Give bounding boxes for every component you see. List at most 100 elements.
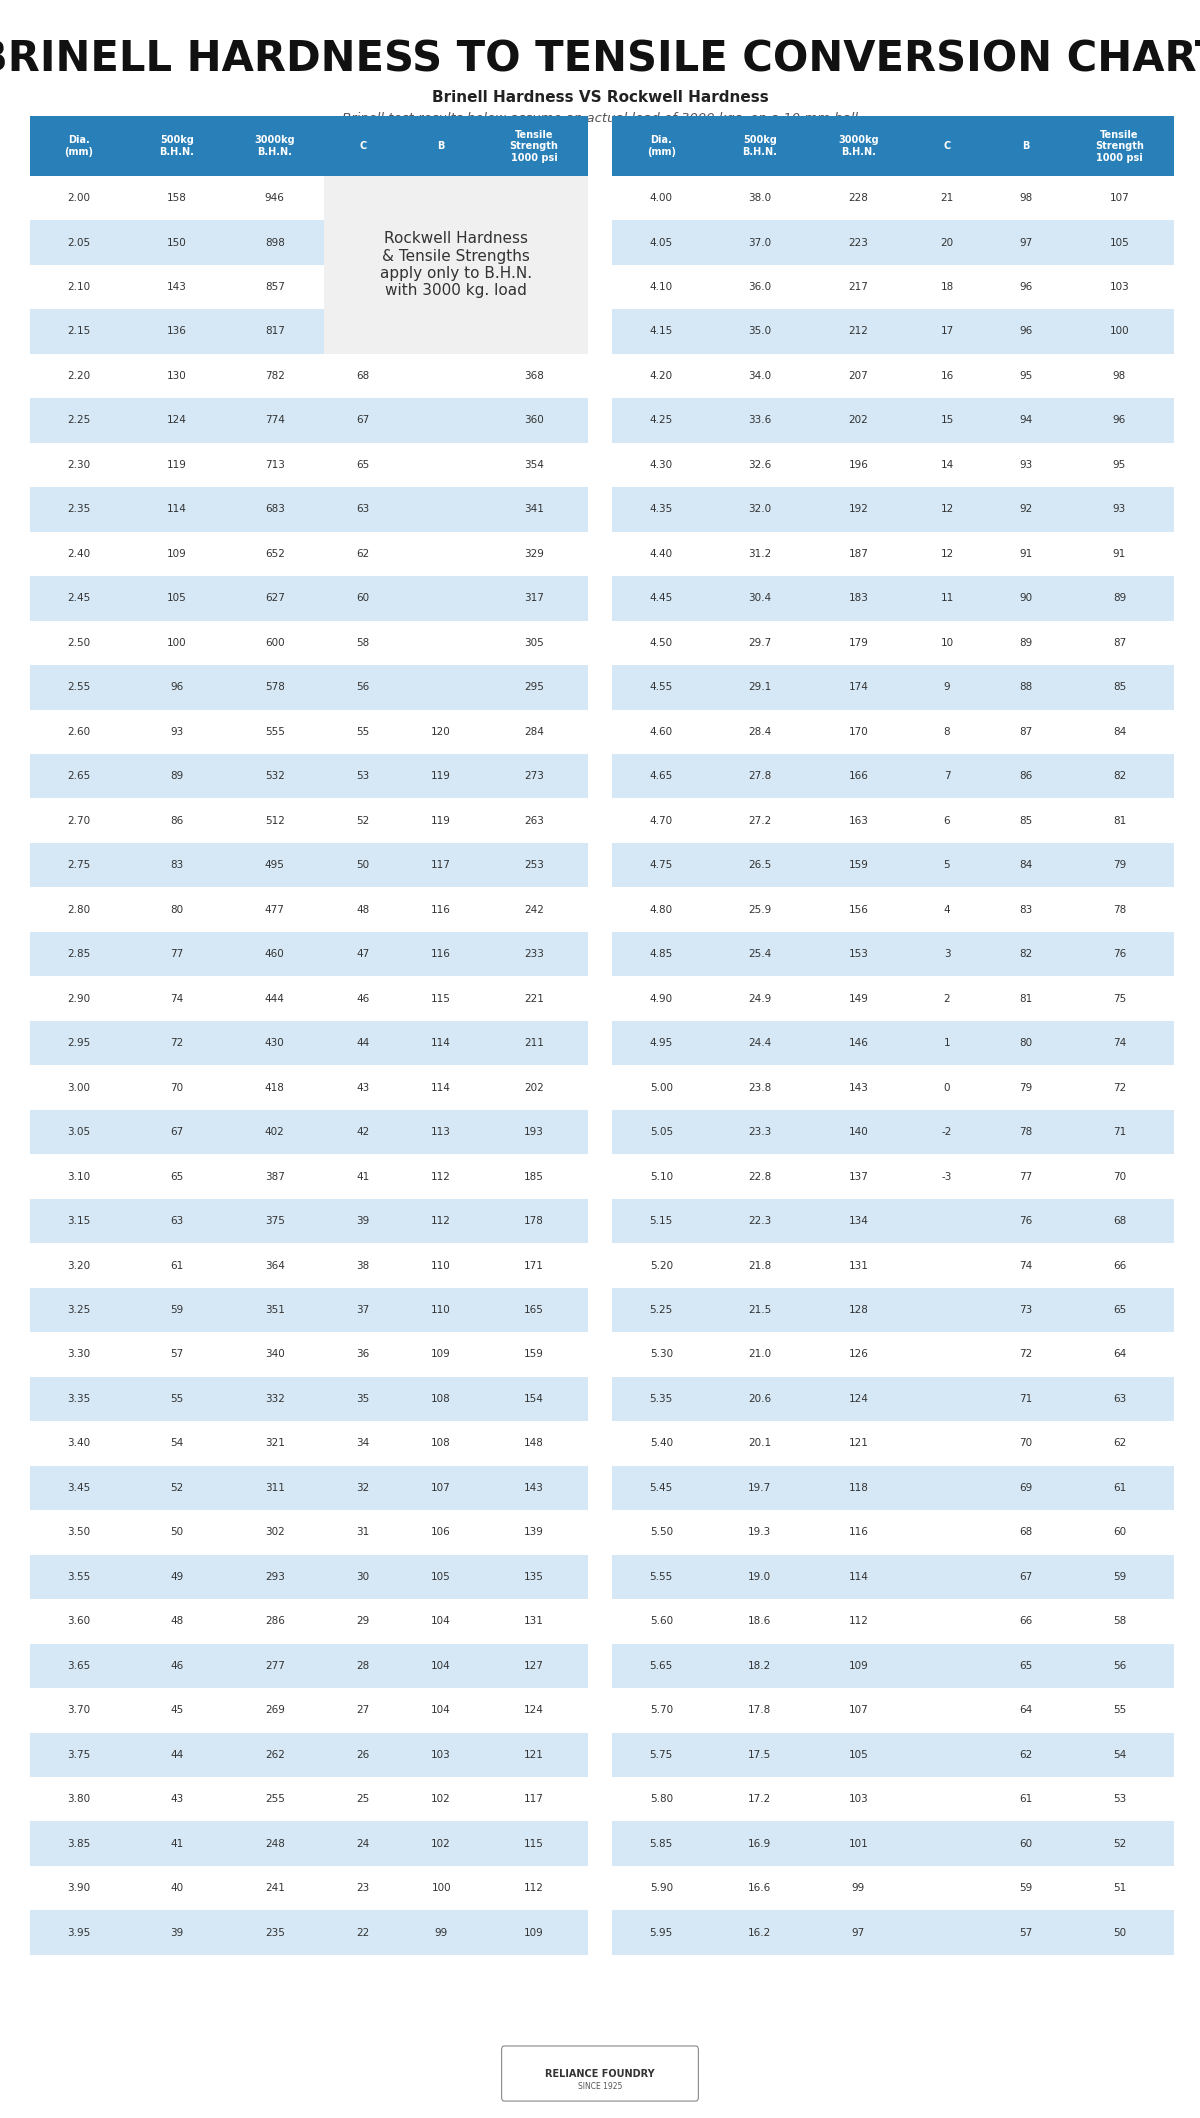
Text: 713: 713 bbox=[265, 460, 284, 470]
Text: 16: 16 bbox=[941, 371, 954, 381]
Text: 5.70: 5.70 bbox=[649, 1705, 673, 1716]
Text: 71: 71 bbox=[1112, 1127, 1126, 1137]
Text: 196: 196 bbox=[848, 460, 869, 470]
Text: 82: 82 bbox=[1112, 771, 1126, 782]
Text: 83: 83 bbox=[170, 860, 184, 870]
FancyBboxPatch shape bbox=[30, 1733, 588, 1777]
Text: 39: 39 bbox=[170, 1927, 184, 1938]
Text: 85: 85 bbox=[1019, 815, 1032, 826]
Text: 329: 329 bbox=[524, 549, 544, 559]
Text: 75: 75 bbox=[1112, 993, 1126, 1004]
Text: 460: 460 bbox=[265, 949, 284, 959]
Text: 4.35: 4.35 bbox=[649, 504, 673, 515]
Text: 179: 179 bbox=[848, 638, 869, 648]
Text: 57: 57 bbox=[170, 1349, 184, 1360]
Text: 207: 207 bbox=[848, 371, 868, 381]
Text: 16.2: 16.2 bbox=[748, 1927, 772, 1938]
FancyBboxPatch shape bbox=[612, 1821, 1174, 1866]
Text: 67: 67 bbox=[170, 1127, 184, 1137]
Text: 79: 79 bbox=[1019, 1082, 1032, 1093]
Text: 32: 32 bbox=[356, 1483, 370, 1493]
Text: 67: 67 bbox=[1019, 1572, 1032, 1582]
Text: Dia.
(mm): Dia. (mm) bbox=[647, 136, 676, 157]
FancyBboxPatch shape bbox=[612, 798, 1174, 843]
Text: 4.55: 4.55 bbox=[649, 682, 673, 693]
Text: 62: 62 bbox=[356, 549, 370, 559]
Text: 293: 293 bbox=[265, 1572, 284, 1582]
Text: 2.65: 2.65 bbox=[67, 771, 90, 782]
FancyBboxPatch shape bbox=[612, 932, 1174, 976]
Text: 90: 90 bbox=[1019, 593, 1032, 604]
Text: 2.30: 2.30 bbox=[67, 460, 90, 470]
Text: 120: 120 bbox=[431, 726, 451, 737]
Text: 21.0: 21.0 bbox=[749, 1349, 772, 1360]
Text: 20: 20 bbox=[941, 237, 954, 248]
Text: 96: 96 bbox=[1112, 415, 1126, 426]
Text: 68: 68 bbox=[1112, 1216, 1126, 1226]
Text: 105: 105 bbox=[167, 593, 187, 604]
FancyBboxPatch shape bbox=[612, 843, 1174, 887]
Text: 114: 114 bbox=[167, 504, 187, 515]
Text: 131: 131 bbox=[848, 1260, 869, 1271]
Text: 18: 18 bbox=[941, 282, 954, 292]
Text: 4.95: 4.95 bbox=[649, 1038, 673, 1048]
FancyBboxPatch shape bbox=[612, 1599, 1174, 1644]
Text: 898: 898 bbox=[265, 237, 284, 248]
Text: 65: 65 bbox=[170, 1171, 184, 1182]
Text: Dia.
(mm): Dia. (mm) bbox=[65, 136, 94, 157]
Text: 10: 10 bbox=[941, 638, 954, 648]
Text: 97: 97 bbox=[1019, 237, 1032, 248]
Text: 115: 115 bbox=[431, 993, 451, 1004]
Text: 317: 317 bbox=[524, 593, 544, 604]
FancyBboxPatch shape bbox=[612, 665, 1174, 710]
Text: 44: 44 bbox=[170, 1749, 184, 1760]
Text: 107: 107 bbox=[848, 1705, 868, 1716]
Text: 98: 98 bbox=[1112, 371, 1126, 381]
FancyBboxPatch shape bbox=[30, 798, 588, 843]
Text: 124: 124 bbox=[524, 1705, 544, 1716]
Text: 178: 178 bbox=[524, 1216, 544, 1226]
Text: 89: 89 bbox=[1112, 593, 1126, 604]
Text: 43: 43 bbox=[356, 1082, 370, 1093]
Text: 107: 107 bbox=[1110, 193, 1129, 203]
Text: 171: 171 bbox=[524, 1260, 544, 1271]
Text: 63: 63 bbox=[1112, 1394, 1126, 1404]
FancyBboxPatch shape bbox=[30, 1866, 588, 1910]
Text: 263: 263 bbox=[524, 815, 544, 826]
Text: 100: 100 bbox=[1110, 326, 1129, 337]
FancyBboxPatch shape bbox=[30, 1199, 588, 1243]
Text: 2.80: 2.80 bbox=[67, 904, 90, 915]
Text: RELIANCE FOUNDRY: RELIANCE FOUNDRY bbox=[545, 2069, 655, 2078]
Text: 101: 101 bbox=[848, 1838, 868, 1849]
Text: 73: 73 bbox=[1019, 1305, 1032, 1315]
Text: 368: 368 bbox=[524, 371, 544, 381]
Text: 78: 78 bbox=[1019, 1127, 1032, 1137]
Text: B: B bbox=[438, 142, 445, 150]
Text: 91: 91 bbox=[1112, 549, 1126, 559]
FancyBboxPatch shape bbox=[30, 532, 588, 576]
Text: 5.15: 5.15 bbox=[649, 1216, 673, 1226]
Text: 34: 34 bbox=[356, 1438, 370, 1449]
Text: 782: 782 bbox=[265, 371, 284, 381]
Text: 3: 3 bbox=[943, 949, 950, 959]
Text: 106: 106 bbox=[431, 1527, 451, 1538]
Text: 22.8: 22.8 bbox=[748, 1171, 772, 1182]
Text: 74: 74 bbox=[170, 993, 184, 1004]
Text: 174: 174 bbox=[848, 682, 869, 693]
Text: 2.40: 2.40 bbox=[67, 549, 90, 559]
Text: 2.75: 2.75 bbox=[67, 860, 90, 870]
Text: 93: 93 bbox=[1019, 460, 1032, 470]
Text: 183: 183 bbox=[848, 593, 869, 604]
Text: 104: 104 bbox=[431, 1661, 451, 1671]
Text: 150: 150 bbox=[167, 237, 187, 248]
FancyBboxPatch shape bbox=[30, 621, 588, 665]
Text: 5.30: 5.30 bbox=[649, 1349, 673, 1360]
Text: 36.0: 36.0 bbox=[749, 282, 772, 292]
FancyBboxPatch shape bbox=[30, 1466, 588, 1510]
Text: 277: 277 bbox=[265, 1661, 284, 1671]
Text: 58: 58 bbox=[1112, 1616, 1126, 1627]
Text: 19.7: 19.7 bbox=[748, 1483, 772, 1493]
Text: 96: 96 bbox=[170, 682, 184, 693]
Text: 108: 108 bbox=[431, 1438, 451, 1449]
Text: 18.6: 18.6 bbox=[748, 1616, 772, 1627]
